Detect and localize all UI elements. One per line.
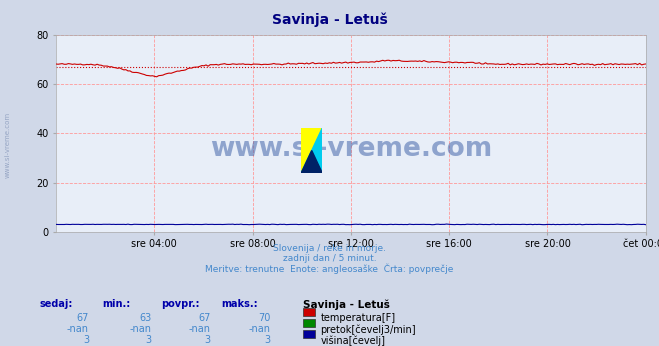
Text: min.:: min.: <box>102 299 130 309</box>
Text: 3: 3 <box>83 335 89 345</box>
Text: 3: 3 <box>205 335 211 345</box>
Text: -nan: -nan <box>67 324 89 334</box>
Text: Savinja - Letuš: Savinja - Letuš <box>272 12 387 27</box>
Text: Savinja - Letuš: Savinja - Letuš <box>303 299 390 310</box>
Text: -nan: -nan <box>189 324 211 334</box>
Text: temperatura[F]: temperatura[F] <box>320 313 395 323</box>
Text: sedaj:: sedaj: <box>40 299 73 309</box>
Text: višina[čevelj]: višina[čevelj] <box>320 335 386 346</box>
Text: 3: 3 <box>264 335 270 345</box>
Text: Meritve: trenutne  Enote: angleosaške  Črta: povprečje: Meritve: trenutne Enote: angleosaške Črt… <box>206 263 453 274</box>
Bar <box>303 308 315 316</box>
Text: 70: 70 <box>258 313 270 323</box>
Text: maks.:: maks.: <box>221 299 258 309</box>
Text: www.si-vreme.com: www.si-vreme.com <box>210 136 492 162</box>
Bar <box>303 319 315 327</box>
Text: povpr.:: povpr.: <box>161 299 200 309</box>
Text: zadnji dan / 5 minut.: zadnji dan / 5 minut. <box>283 254 376 263</box>
Text: www.si-vreme.com: www.si-vreme.com <box>5 112 11 179</box>
Text: pretok[čevelj3/min]: pretok[čevelj3/min] <box>320 324 416 335</box>
Polygon shape <box>301 128 322 173</box>
Text: -nan: -nan <box>130 324 152 334</box>
Text: 67: 67 <box>76 313 89 323</box>
Polygon shape <box>301 151 322 173</box>
Text: 67: 67 <box>198 313 211 323</box>
Text: Slovenija / reke in morje.: Slovenija / reke in morje. <box>273 244 386 253</box>
Text: 3: 3 <box>146 335 152 345</box>
Text: -nan: -nan <box>248 324 270 334</box>
Polygon shape <box>301 128 322 173</box>
Bar <box>303 330 315 338</box>
Text: 63: 63 <box>139 313 152 323</box>
